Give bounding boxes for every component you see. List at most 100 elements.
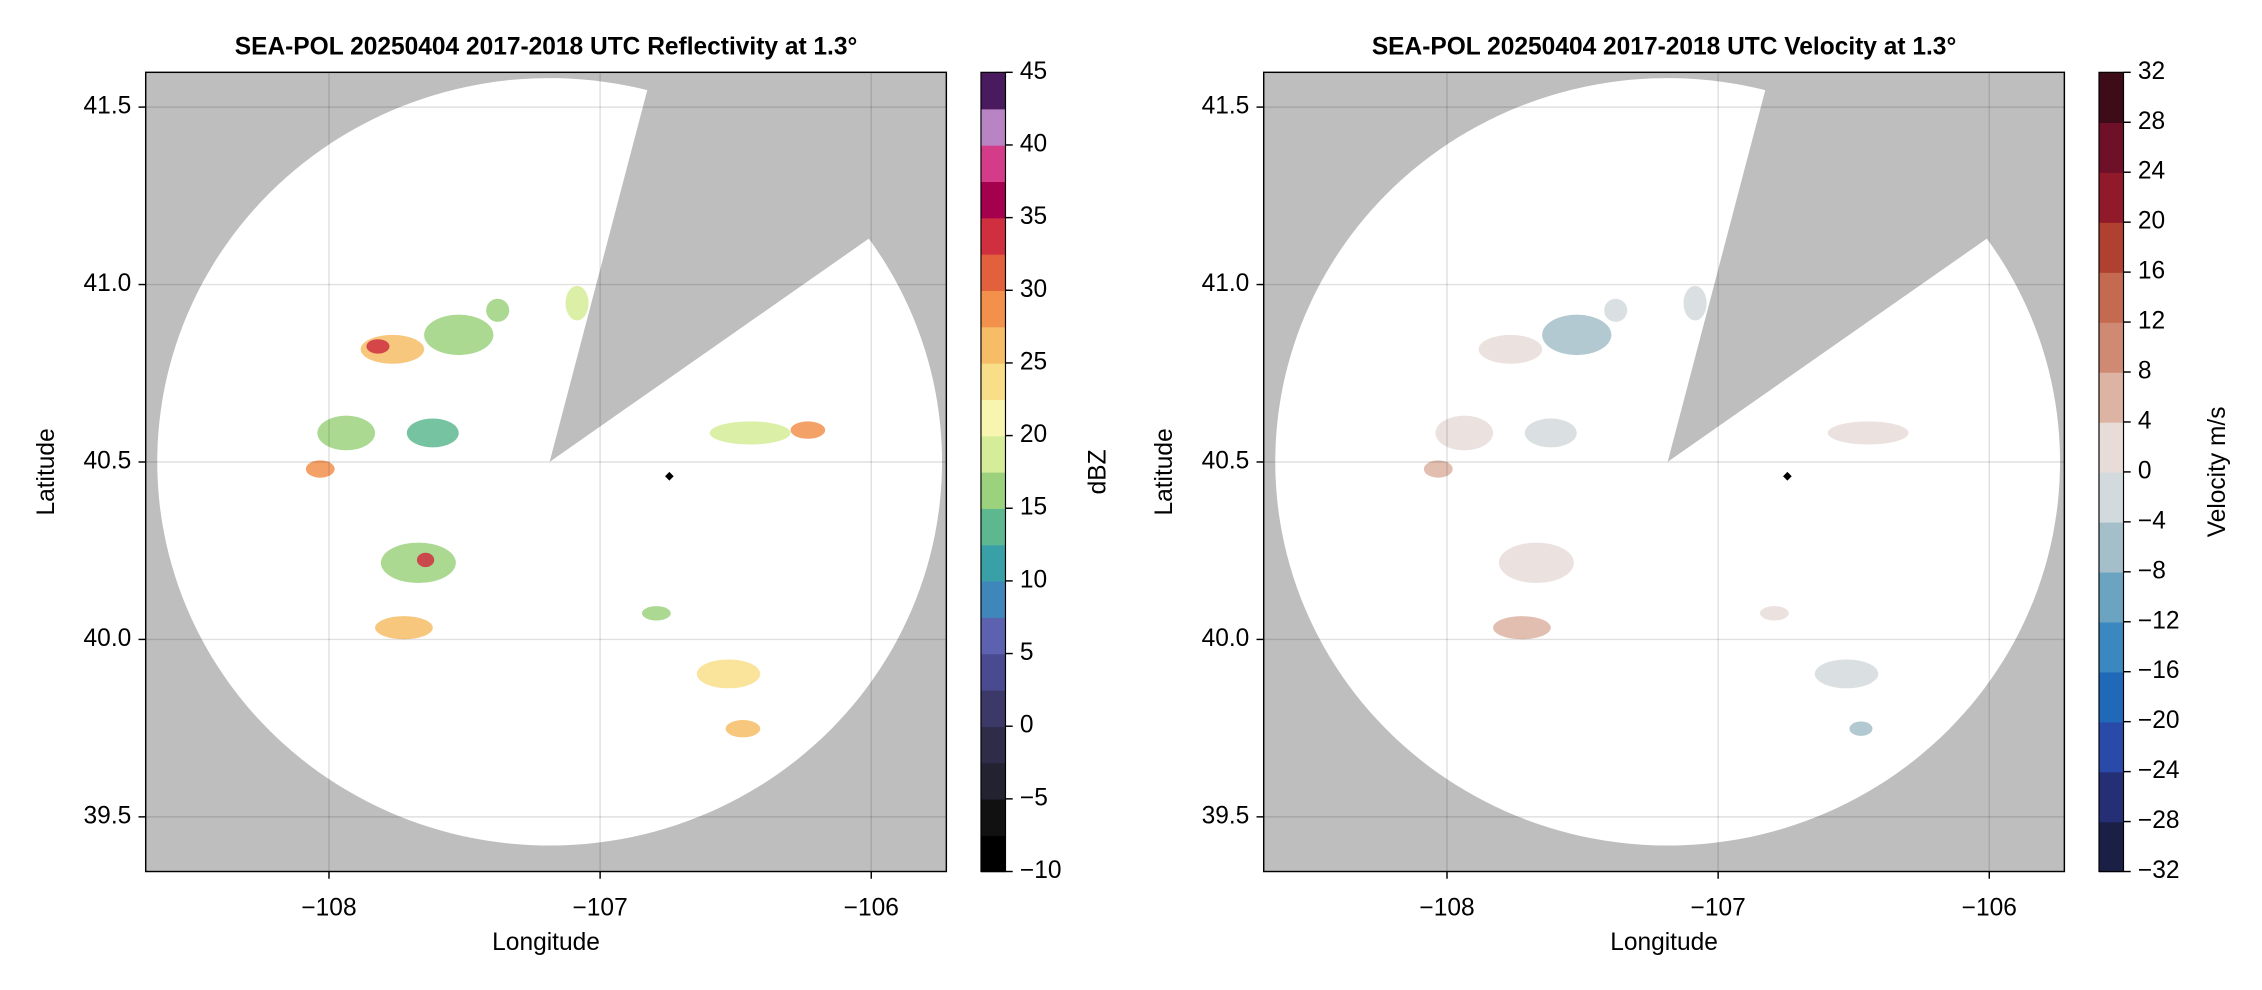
colorbar-tick-label: 45 — [1020, 58, 1047, 85]
colorbar-segment — [2098, 471, 2124, 523]
colorbar-frame — [980, 71, 1007, 873]
colorbar-tick-label: 16 — [2138, 258, 2165, 285]
echo — [317, 415, 376, 451]
axes-frame — [1262, 71, 2066, 873]
colorbar-tick-label: −32 — [2138, 857, 2180, 884]
x-tick-label: −107 — [1691, 895, 1746, 922]
x-tick-label: −106 — [1962, 895, 2017, 922]
colorbar-label: Velocity m/s — [2204, 407, 2231, 538]
x-axis-label: Longitude — [1610, 929, 1718, 956]
colorbar-segment — [2098, 721, 2124, 773]
colorbar-tick-label: −10 — [1020, 857, 1062, 884]
colorbar-tick-label: 20 — [2138, 208, 2165, 235]
y-tick-label: 41.0 — [84, 270, 132, 297]
echo — [366, 339, 390, 354]
colorbar-tick-label: 8 — [2138, 358, 2152, 385]
echo — [305, 460, 335, 478]
radar-site — [1783, 471, 1792, 481]
y-tick-label: 41.5 — [84, 93, 132, 120]
x-tick-label: −108 — [301, 895, 356, 922]
colorbar-tick-label: −8 — [2138, 557, 2166, 584]
echo — [1423, 460, 1453, 478]
colorbar-segment — [980, 399, 1006, 437]
colorbar-segment — [2098, 821, 2124, 873]
colorbar-segment — [2098, 272, 2124, 323]
colorbar-segment — [980, 326, 1006, 364]
colorbar-segment — [980, 253, 1006, 292]
echo — [1498, 542, 1574, 583]
colorbar-tick-label: 0 — [2138, 457, 2152, 484]
colorbar-segment — [980, 653, 1006, 691]
colorbar-tick-label: −4 — [2138, 507, 2166, 534]
colorbar-segment — [2098, 372, 2124, 423]
colorbar-tick-label: 28 — [2138, 108, 2165, 135]
echo — [416, 552, 435, 568]
colorbar-segment — [2098, 322, 2124, 373]
panel: −108 −107 −106 39.5 40.0 40.5 41.0 41.5 SEA-POL … — [33, 33, 1112, 956]
colorbar-segment — [980, 362, 1006, 400]
y-tick-label: 39.5 — [84, 802, 132, 829]
colorbar-segment — [980, 835, 1006, 873]
colorbar-segment — [980, 762, 1006, 800]
colorbar-tick-label: 12 — [2138, 308, 2165, 335]
echo — [375, 616, 433, 640]
x-tick-label: −108 — [1419, 895, 1474, 922]
colorbar-segment — [980, 689, 1006, 727]
colorbar-tick-label: 4 — [2138, 407, 2152, 434]
x-tick-label: −107 — [572, 895, 627, 922]
echo — [725, 720, 761, 738]
colorbar-segment — [2098, 571, 2124, 623]
y-tick-label: 40.0 — [84, 625, 132, 652]
y-axis-label: Latitude — [1151, 428, 1178, 515]
colorbar-segment — [2098, 122, 2124, 173]
colorbar-segment — [980, 798, 1006, 836]
colorbar-tick-label: −5 — [1020, 784, 1048, 811]
colorbar-segment — [980, 544, 1006, 582]
axes-frame — [144, 71, 948, 873]
echo — [565, 285, 589, 321]
x-axis-label: Longitude — [492, 929, 600, 956]
echo — [1827, 421, 1909, 445]
echo — [1542, 314, 1612, 356]
colorbar-segment — [980, 508, 1006, 546]
radar-coverage — [1275, 78, 2061, 846]
echo — [790, 421, 826, 439]
y-tick-label: 41.0 — [1202, 270, 1250, 297]
echo — [1524, 418, 1577, 448]
echo — [486, 298, 510, 322]
echo — [709, 421, 791, 445]
colorbar-tick-label: −24 — [2138, 757, 2180, 784]
colorbar-segment — [980, 726, 1006, 764]
colorbar-tick-label: 35 — [1020, 203, 1047, 230]
y-tick-label: 40.5 — [1202, 447, 1250, 474]
chart-title: SEA-POL 20250404 2017-2018 UTC Reflectiv… — [235, 33, 858, 60]
echo — [1849, 721, 1873, 736]
colorbar-segment — [980, 72, 1006, 110]
colorbar-tick-label: 25 — [1020, 348, 1047, 375]
colorbar-tick-label: 5 — [1020, 639, 1034, 666]
y-axis-label: Latitude — [33, 428, 60, 515]
y-tick-label: 39.5 — [1202, 802, 1250, 829]
colorbar-tick-label: 10 — [1020, 566, 1047, 593]
colorbar-tick-label: 40 — [1020, 130, 1047, 157]
colorbar-tick-label: 32 — [2138, 58, 2165, 85]
echo — [1604, 298, 1628, 322]
colorbar-segment — [980, 217, 1006, 255]
x-tick-label: −106 — [844, 895, 899, 922]
radar-site — [665, 471, 674, 481]
colorbar-segment — [2098, 421, 2124, 473]
y-tick-label: 40.5 — [84, 447, 132, 474]
echo — [424, 314, 494, 356]
colorbar-segment — [980, 617, 1006, 655]
colorbar-segment — [980, 108, 1006, 146]
echo — [1478, 334, 1543, 364]
chart-title: SEA-POL 20250404 2017-2018 UTC Velocity … — [1372, 33, 1956, 60]
panel: −108 −107 −106 39.5 40.0 40.5 41.0 41.5 SEA-POL … — [1151, 33, 2231, 956]
colorbar-tick-label: 0 — [1020, 712, 1034, 739]
colorbar-tick-label: −16 — [2138, 657, 2180, 684]
colorbar-segment — [2098, 671, 2124, 723]
colorbar-tick-label: 30 — [1020, 276, 1047, 303]
echo — [1683, 285, 1707, 321]
